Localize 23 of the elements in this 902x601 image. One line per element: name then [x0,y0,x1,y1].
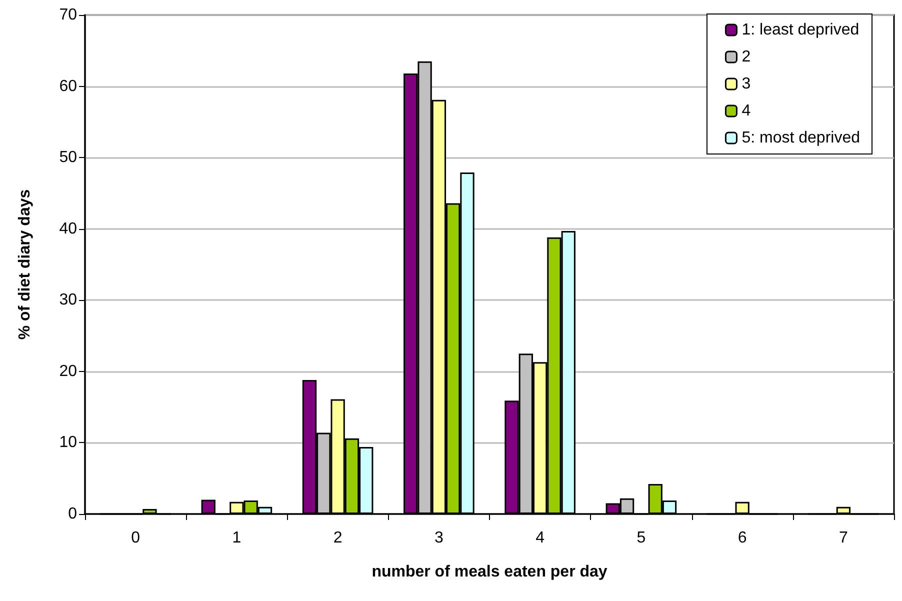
x-axis-title: number of meals eaten per day [372,564,608,580]
x-tick-label: 0 [131,530,140,546]
x-tick-label: 2 [333,530,342,546]
y-tick-label: 70 [59,6,78,24]
legend-label: 2 [742,48,751,66]
x-tick-label: 4 [536,530,545,546]
x-tick-label: 5 [636,530,646,546]
y-tick-label: 20 [59,362,78,380]
y-axis-title: % of diet diary days [16,189,34,340]
y-tick-label: 40 [59,220,78,238]
x-tick-label: 7 [838,530,848,546]
x-tick-label: 1 [232,530,242,546]
legend-label: 3 [742,76,751,92]
y-tick-label: 30 [59,292,78,309]
y-tick-label: 50 [59,149,78,166]
y-tick-label: 10 [59,434,78,452]
legend-label: 5: most deprived [742,130,860,146]
y-tick-label: 0 [68,506,78,522]
y-tick-label: 60 [59,78,78,95]
legend-label: 4 [742,102,751,120]
x-tick-label: 6 [738,530,747,546]
legend-label: 1: least deprived [742,22,860,38]
x-tick-label: 3 [434,530,444,546]
